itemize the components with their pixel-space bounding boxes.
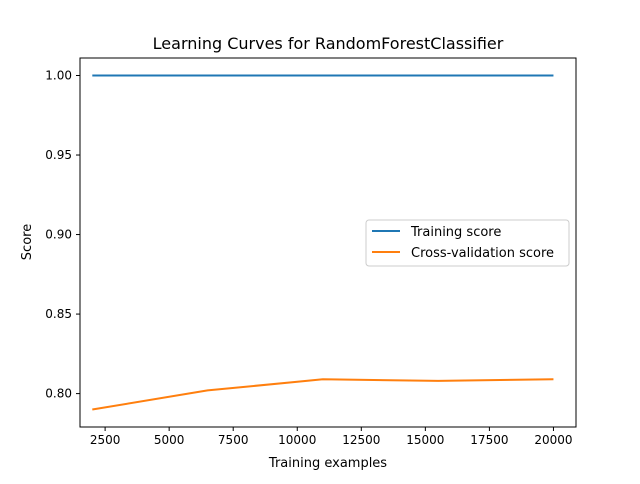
legend-label-training: Training score — [410, 225, 501, 240]
y-tick-label: 0.85 — [45, 307, 72, 321]
y-tick-label: 0.80 — [45, 387, 72, 401]
y-tick-label: 0.95 — [45, 148, 72, 162]
cross-validation-score-line — [92, 378, 554, 411]
y-axis-label: Score — [20, 224, 35, 260]
x-tick-label: 20000 — [534, 433, 572, 447]
plot-lines — [92, 74, 554, 411]
x-tick-label: 5000 — [154, 433, 185, 447]
x-tick-label: 17500 — [470, 433, 508, 447]
legend-frame — [365, 219, 570, 267]
y-tick-label: 1.00 — [45, 68, 72, 82]
x-axis-ticks: 2500 5000 7500 10000 12500 15000 17500 20000 — [90, 427, 573, 447]
plot-area-frame — [79, 57, 577, 428]
y-axis-ticks: 0.80 0.85 0.90 0.95 1.00 — [45, 68, 80, 401]
legend: Training score Cross-validation score — [365, 219, 570, 267]
chart-title: Learning Curves for RandomForestClassifi… — [153, 34, 504, 53]
x-tick-label: 10000 — [278, 433, 316, 447]
x-tick-label: 15000 — [406, 433, 444, 447]
x-tick-label: 2500 — [90, 433, 121, 447]
y-tick-label: 0.90 — [45, 228, 72, 242]
x-tick-label: 7500 — [218, 433, 249, 447]
x-tick-label: 12500 — [342, 433, 380, 447]
legend-label-cross-validation: Cross-validation score — [411, 246, 554, 261]
x-axis-label: Training examples — [268, 456, 387, 471]
